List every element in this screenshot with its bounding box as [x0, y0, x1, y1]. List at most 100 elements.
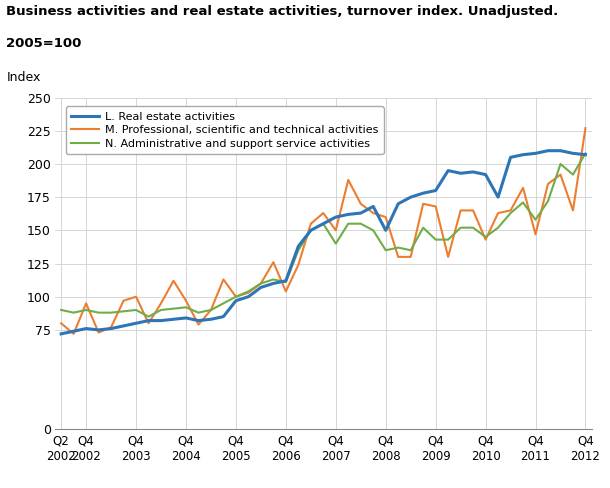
L. Real estate activities — [470, 169, 477, 175]
L. Real estate activities — [582, 152, 589, 158]
N. Administrative and support service activities — [120, 308, 127, 314]
L. Real estate activities — [170, 316, 177, 322]
N. Administrative and support service activities — [70, 310, 77, 316]
N. Administrative and support service activities — [582, 150, 589, 156]
L. Real estate activities — [407, 194, 414, 200]
Line: N. Administrative and support service activities: N. Administrative and support service ac… — [61, 153, 586, 317]
N. Administrative and support service activities — [145, 314, 152, 320]
L. Real estate activities — [370, 203, 377, 209]
N. Administrative and support service activities — [557, 161, 564, 167]
M. Professional, scientific and technical activities — [470, 207, 477, 213]
L. Real estate activities — [395, 201, 402, 207]
L. Real estate activities — [132, 320, 140, 326]
L. Real estate activities — [544, 148, 551, 154]
N. Administrative and support service activities — [320, 221, 327, 226]
M. Professional, scientific and technical activities — [332, 227, 339, 233]
N. Administrative and support service activities — [220, 301, 227, 306]
N. Administrative and support service activities — [519, 200, 526, 205]
N. Administrative and support service activities — [457, 225, 464, 231]
N. Administrative and support service activities — [532, 217, 539, 223]
N. Administrative and support service activities — [157, 307, 165, 313]
M. Professional, scientific and technical activities — [320, 210, 327, 216]
N. Administrative and support service activities — [182, 305, 190, 310]
L. Real estate activities — [420, 190, 427, 196]
L. Real estate activities — [245, 294, 252, 300]
N. Administrative and support service activities — [445, 237, 452, 243]
M. Professional, scientific and technical activities — [420, 201, 427, 207]
M. Professional, scientific and technical activities — [220, 277, 227, 283]
Line: L. Real estate activities: L. Real estate activities — [61, 151, 586, 334]
N. Administrative and support service activities — [345, 221, 352, 226]
N. Administrative and support service activities — [407, 247, 414, 253]
L. Real estate activities — [70, 328, 77, 334]
L. Real estate activities — [532, 150, 539, 156]
M. Professional, scientific and technical activities — [557, 172, 564, 178]
N. Administrative and support service activities — [370, 227, 377, 233]
L. Real estate activities — [270, 281, 277, 286]
M. Professional, scientific and technical activities — [407, 254, 414, 260]
N. Administrative and support service activities — [507, 210, 514, 216]
N. Administrative and support service activities — [357, 221, 364, 226]
M. Professional, scientific and technical activities — [295, 262, 302, 268]
N. Administrative and support service activities — [470, 225, 477, 231]
M. Professional, scientific and technical activities — [270, 259, 277, 265]
L. Real estate activities — [445, 168, 452, 174]
L. Real estate activities — [507, 154, 514, 160]
M. Professional, scientific and technical activities — [395, 254, 402, 260]
N. Administrative and support service activities — [395, 244, 402, 250]
N. Administrative and support service activities — [307, 227, 315, 233]
Legend: L. Real estate activities, M. Professional, scientific and technical activities,: L. Real estate activities, M. Profession… — [66, 106, 384, 154]
N. Administrative and support service activities — [282, 279, 290, 285]
N. Administrative and support service activities — [495, 225, 502, 231]
N. Administrative and support service activities — [245, 288, 252, 294]
L. Real estate activities — [195, 318, 202, 324]
M. Professional, scientific and technical activities — [495, 210, 502, 216]
M. Professional, scientific and technical activities — [120, 298, 127, 304]
M. Professional, scientific and technical activities — [307, 221, 315, 226]
L. Real estate activities — [320, 221, 327, 226]
M. Professional, scientific and technical activities — [532, 231, 539, 237]
M. Professional, scientific and technical activities — [157, 301, 165, 306]
M. Professional, scientific and technical activities — [132, 294, 140, 300]
L. Real estate activities — [382, 227, 389, 233]
N. Administrative and support service activities — [544, 198, 551, 204]
L. Real estate activities — [232, 298, 240, 304]
M. Professional, scientific and technical activities — [195, 322, 202, 327]
N. Administrative and support service activities — [207, 307, 215, 313]
L. Real estate activities — [345, 211, 352, 217]
N. Administrative and support service activities — [420, 225, 427, 231]
L. Real estate activities — [519, 152, 526, 158]
N. Administrative and support service activities — [82, 307, 90, 313]
N. Administrative and support service activities — [57, 307, 65, 313]
M. Professional, scientific and technical activities — [457, 207, 464, 213]
N. Administrative and support service activities — [332, 241, 339, 246]
L. Real estate activities — [182, 315, 190, 321]
L. Real estate activities — [257, 285, 265, 290]
N. Administrative and support service activities — [195, 310, 202, 316]
N. Administrative and support service activities — [257, 281, 265, 286]
L. Real estate activities — [282, 278, 290, 284]
N. Administrative and support service activities — [107, 310, 115, 316]
M. Professional, scientific and technical activities — [207, 307, 215, 313]
N. Administrative and support service activities — [232, 294, 240, 300]
M. Professional, scientific and technical activities — [70, 331, 77, 337]
M. Professional, scientific and technical activities — [57, 320, 65, 326]
L. Real estate activities — [95, 327, 102, 333]
L. Real estate activities — [332, 214, 339, 220]
Text: 2005=100: 2005=100 — [6, 37, 82, 50]
L. Real estate activities — [457, 170, 464, 176]
M. Professional, scientific and technical activities — [232, 294, 240, 300]
M. Professional, scientific and technical activities — [245, 290, 252, 296]
N. Administrative and support service activities — [482, 234, 489, 240]
L. Real estate activities — [120, 323, 127, 329]
L. Real estate activities — [145, 318, 152, 324]
M. Professional, scientific and technical activities — [170, 278, 177, 284]
M. Professional, scientific and technical activities — [445, 254, 452, 260]
L. Real estate activities — [295, 244, 302, 249]
N. Administrative and support service activities — [132, 307, 140, 313]
M. Professional, scientific and technical activities — [257, 281, 265, 286]
Line: M. Professional, scientific and technical activities: M. Professional, scientific and technica… — [61, 128, 586, 334]
N. Administrative and support service activities — [295, 247, 302, 253]
L. Real estate activities — [157, 318, 165, 324]
L. Real estate activities — [57, 331, 65, 337]
